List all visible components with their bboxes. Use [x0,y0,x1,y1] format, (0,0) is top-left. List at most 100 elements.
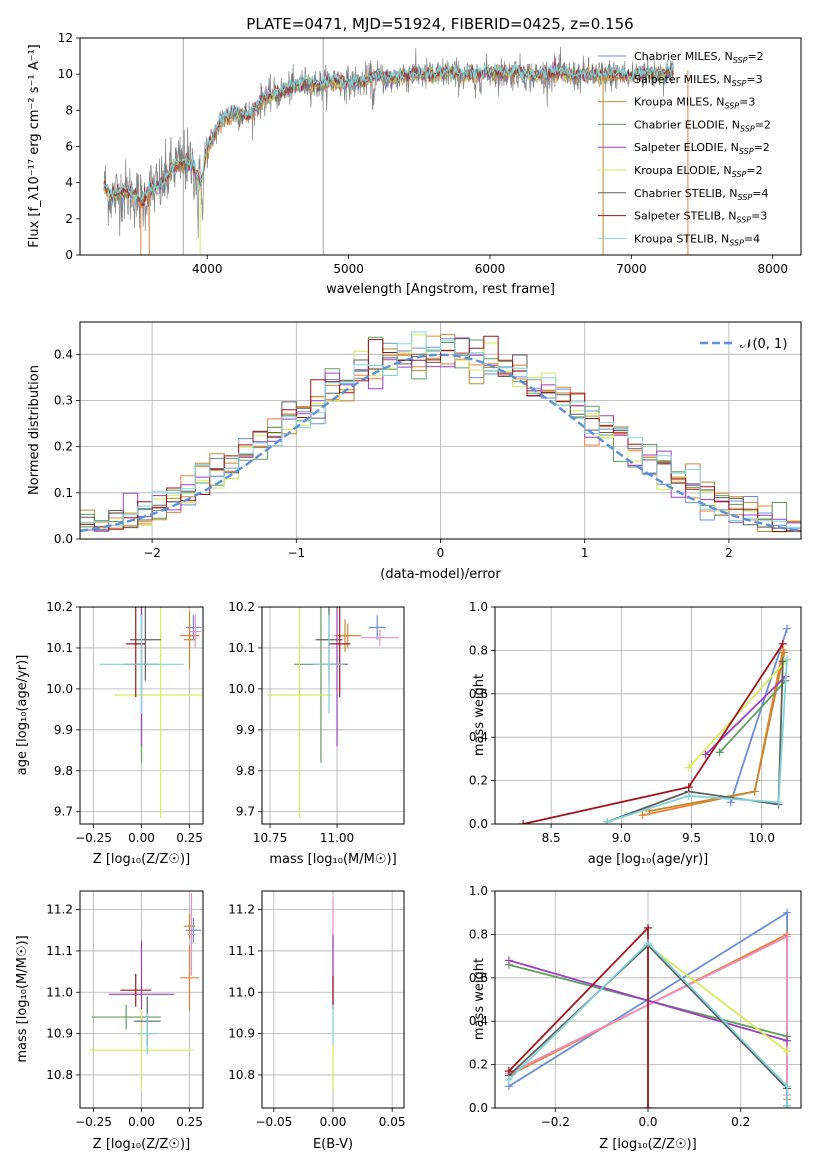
weight-line [718,680,787,754]
y-tick-label: 2 [65,212,73,226]
model-curve [104,67,674,209]
y-tick-label: 10.1 [46,641,73,655]
weight-marker [701,750,710,759]
y-tick-label: 10.0 [228,682,255,696]
legend-label: Chabrier ELODIE, NSSP=2 [634,118,771,133]
weight-marker [603,817,612,824]
y-tick-label: 9.7 [54,805,73,819]
weight-marker [519,820,528,824]
y-tick-label: 0.6 [469,971,488,985]
y-axis-label: Flux [f_λ10⁻¹⁷ erg cm⁻² s⁻¹ A⁻¹] [27,44,42,248]
plot-area [519,624,791,824]
y-axis-label: mass weight [472,958,487,1040]
figure-title: PLATE=0471, MJD=51924, FIBERID=0425, z=0… [246,15,633,33]
x-tick-label: 6000 [475,262,506,276]
y-tick-label: 1.0 [469,600,488,614]
y-tick-label: 10.1 [228,641,255,655]
weight-marker [638,811,647,820]
weight-marker [783,1101,792,1108]
weight-marker [782,624,791,633]
y-tick-label: 0.6 [469,687,488,701]
x-tick-label: 10.75 [253,831,287,845]
x-tick-label: 8.5 [542,831,561,845]
y-axis-label: age [log₁₀(age/yr)] [15,655,30,776]
legend-label: Kroupa MILES, NSSP=3 [634,96,755,111]
weight-marker [684,791,693,800]
x-tick-label: 9.0 [612,831,631,845]
x-tick-label: 0.25 [176,831,203,845]
weight-line [649,652,786,812]
y-tick-label: 0.4 [469,730,488,744]
y-tick-label: 0.4 [469,1014,488,1028]
plot-area [99,607,203,818]
y-tick-label: 0.2 [469,1058,488,1072]
y-tick-label: 0.8 [469,643,488,657]
y-tick-label: 10.9 [228,1027,255,1041]
y-tick-label: 9.8 [54,764,73,778]
x-tick-label: −2 [143,546,161,560]
x-tick-label: 0.00 [128,1115,155,1129]
weight-marker [504,1075,513,1084]
weight-marker [780,648,789,657]
y-tick-label: 10.8 [46,1068,73,1082]
y-tick-label: 9.9 [236,723,255,737]
y-tick-label: 10.2 [228,600,255,614]
y-tick-label: 10.2 [46,600,73,614]
legend-label: Salpeter MILES, NSSP=3 [634,73,763,88]
chart-weight-age: 8.5 9.0 9.5 10.0 0.0 0.2 0.4 0.6 0.8 1.0 age [log₁… [469,600,802,867]
y-axis-label: mass weight [472,674,487,756]
weight-line [647,944,788,1053]
chart-mass-Z: −0.25 0.00 0.25 10.8 10.9 11.0 11.1 11.2 Z [log₁… [15,890,204,1152]
y-tick-label: 4 [65,176,73,190]
chart-spectrum: 4000 5000 6000 7000 8000 0 2 4 6 8 10 12 wavelength … [27,31,802,297]
plot-area [103,38,689,255]
x-axis-label: Z [log₁₀(Z/Z☉)] [599,1137,696,1152]
y-tick-label: 8 [65,103,73,117]
x-tick-label: 4000 [192,262,223,276]
weight-line [508,941,788,1106]
model-curve [103,66,674,209]
axes-frame [494,890,802,1109]
weight-marker [783,1047,792,1056]
legend-label: Salpeter STELIB, NSSP=3 [634,210,767,225]
weight-line [729,628,788,803]
x-tick-label: 2 [725,546,733,560]
legend-label: Salpeter ELODIE, NSSP=2 [634,141,770,156]
y-tick-label: 9.7 [236,805,255,819]
axes-frame [79,321,802,540]
weight-line [522,643,784,824]
weight-line [607,659,788,823]
y-tick-label: 0.2 [469,774,488,788]
x-axis-label: mass [log₁₀(M/M☉)] [269,852,396,867]
y-tick-label: 0.8 [469,927,488,941]
y-tick-label: 9.8 [236,764,255,778]
x-tick-label: 9.5 [682,831,701,845]
x-tick-label: −0.05 [255,1115,292,1129]
y-tick-label: 9.9 [54,723,73,737]
legend-label: Chabrier STELIB, NSSP=4 [634,187,768,202]
x-tick-label: 8000 [757,262,788,276]
y-tick-label: 10.8 [228,1068,255,1082]
chart-mass-EBV: −0.05 0.00 0.05 10.8 10.9 11.0 11.1 11.2 E(B-V) [228,890,406,1152]
y-tick-label: 11.1 [228,944,255,958]
x-tick-label: −1 [287,546,305,560]
weight-marker [715,748,724,757]
x-tick-label: 0.2 [731,1115,750,1129]
plot-area [267,607,399,818]
x-axis-label: Z [log₁₀(Z/Z☉)] [93,1137,190,1152]
weight-marker [783,908,792,917]
y-tick-label: 10 [58,67,73,81]
model-curve [103,60,674,204]
chart-weight-Z: −0.2 0.0 0.2 0.0 0.2 0.4 0.6 0.8 1.0 Z [log₁₀(Z/Z… [469,884,802,1152]
weight-line [606,661,784,823]
y-tick-label: 11.2 [228,903,255,917]
plot-area [504,908,792,1108]
y-tick-label: 1.0 [469,884,488,898]
weight-marker [684,783,693,792]
weight-marker [783,1082,792,1091]
normal-curve [80,353,801,533]
y-tick-label: 0.3 [54,393,73,407]
x-tick-label: 10.0 [748,831,775,845]
weight-marker [778,657,787,666]
legend-label: Chabrier MILES, NSSP=2 [634,50,764,65]
